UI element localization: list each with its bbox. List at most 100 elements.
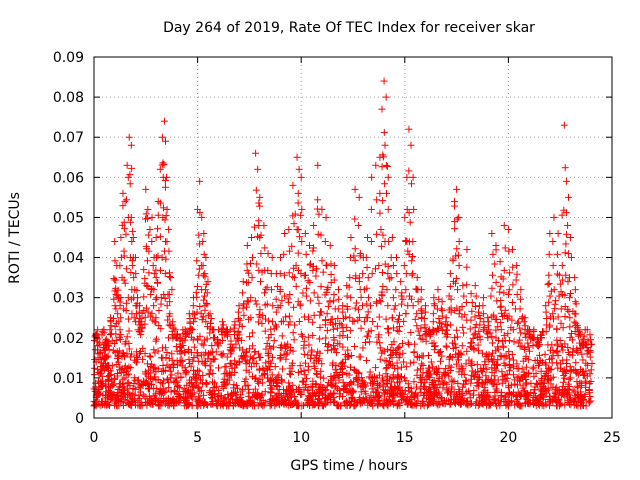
roti-point bbox=[451, 340, 459, 348]
roti-point bbox=[343, 292, 351, 300]
roti-point bbox=[314, 196, 322, 204]
roti-point bbox=[185, 355, 193, 363]
roti-point bbox=[381, 180, 389, 188]
roti-peak-point bbox=[554, 229, 562, 237]
roti-point bbox=[553, 325, 561, 333]
roti-point bbox=[221, 363, 229, 371]
roti-point bbox=[382, 161, 390, 169]
roti-point bbox=[471, 313, 479, 321]
roti-point bbox=[112, 305, 120, 313]
roti-point bbox=[489, 250, 497, 258]
roti-point bbox=[409, 238, 417, 246]
roti-point bbox=[393, 270, 401, 278]
roti-peak-point bbox=[351, 185, 359, 193]
roti-point bbox=[376, 296, 384, 304]
roti-peak-point bbox=[297, 173, 305, 181]
roti-peak-point bbox=[200, 229, 208, 237]
roti-point bbox=[302, 284, 310, 292]
roti-point bbox=[476, 315, 484, 323]
roti-point bbox=[123, 265, 131, 273]
roti-point bbox=[381, 260, 389, 268]
y-tick-label: 0.03 bbox=[53, 291, 84, 307]
roti-peak-point bbox=[127, 141, 135, 149]
roti-point bbox=[143, 257, 151, 265]
roti-point bbox=[460, 292, 468, 300]
roti-point bbox=[513, 270, 521, 278]
roti-point bbox=[190, 353, 198, 361]
roti-point bbox=[296, 362, 304, 370]
roti-point bbox=[236, 316, 244, 324]
roti-point bbox=[455, 262, 463, 270]
roti-point bbox=[490, 311, 498, 319]
roti-point bbox=[398, 289, 406, 297]
roti-point bbox=[309, 318, 317, 326]
roti-point bbox=[355, 278, 363, 286]
roti-peak-point bbox=[409, 173, 417, 181]
roti-point bbox=[368, 385, 376, 393]
roti-point bbox=[443, 322, 451, 330]
roti-peak-point bbox=[310, 221, 318, 229]
roti-point bbox=[505, 286, 513, 294]
roti-point bbox=[290, 303, 298, 311]
roti-point bbox=[385, 238, 393, 246]
roti-point bbox=[402, 286, 410, 294]
roti-point bbox=[251, 297, 259, 305]
roti-point bbox=[474, 308, 482, 316]
roti-point bbox=[379, 197, 387, 205]
roti-peak-point bbox=[407, 141, 415, 149]
roti-point bbox=[106, 326, 114, 334]
roti-point bbox=[327, 260, 335, 268]
roti-point bbox=[339, 327, 347, 335]
roti-point bbox=[290, 220, 298, 228]
roti-point bbox=[145, 231, 153, 239]
roti-peak-point bbox=[161, 137, 169, 145]
roti-point bbox=[271, 363, 279, 371]
roti-point bbox=[321, 238, 329, 246]
roti-point bbox=[234, 327, 242, 335]
roti-point bbox=[346, 363, 354, 371]
y-axis-label: ROTI / TECUs bbox=[7, 192, 23, 284]
roti-point bbox=[505, 290, 513, 298]
roti-point bbox=[463, 263, 471, 271]
roti-point bbox=[383, 189, 391, 197]
x-tick-label: 10 bbox=[292, 430, 310, 446]
roti-point bbox=[129, 227, 137, 235]
roti-point bbox=[214, 364, 222, 372]
roti-point bbox=[492, 278, 500, 286]
roti-point bbox=[380, 128, 388, 136]
roti-point bbox=[373, 196, 381, 204]
roti-point bbox=[114, 353, 122, 361]
roti-point bbox=[141, 274, 149, 282]
roti-point bbox=[94, 326, 102, 334]
roti-point bbox=[571, 286, 579, 294]
roti-point bbox=[302, 250, 310, 258]
roti-point bbox=[150, 302, 158, 310]
roti-point bbox=[161, 238, 169, 246]
y-tick-label: 0 bbox=[75, 411, 84, 427]
roti-point bbox=[315, 299, 323, 307]
roti-point bbox=[257, 278, 265, 286]
roti-point bbox=[439, 384, 447, 392]
roti-point bbox=[205, 370, 213, 378]
roti-point bbox=[525, 347, 533, 355]
roti-peak-point bbox=[587, 366, 595, 374]
roti-peak-point bbox=[430, 294, 438, 302]
roti-peak-point bbox=[152, 234, 160, 241]
x-axis-label: GPS time / hours bbox=[290, 458, 407, 474]
roti-point bbox=[551, 305, 559, 313]
roti-peak-point bbox=[146, 225, 154, 233]
roti-point bbox=[351, 256, 359, 264]
roti-point bbox=[564, 221, 572, 229]
roti-point bbox=[294, 249, 302, 257]
roti-point bbox=[411, 315, 419, 323]
roti-point bbox=[289, 329, 297, 337]
roti-point bbox=[168, 371, 176, 379]
roti-peak-point bbox=[113, 262, 121, 270]
roti-point bbox=[264, 266, 272, 274]
roti-point bbox=[449, 345, 457, 353]
roti-point bbox=[289, 273, 297, 281]
roti-point bbox=[400, 317, 408, 325]
roti-point bbox=[310, 289, 318, 297]
roti-point bbox=[294, 189, 302, 197]
roti-point bbox=[312, 272, 320, 280]
